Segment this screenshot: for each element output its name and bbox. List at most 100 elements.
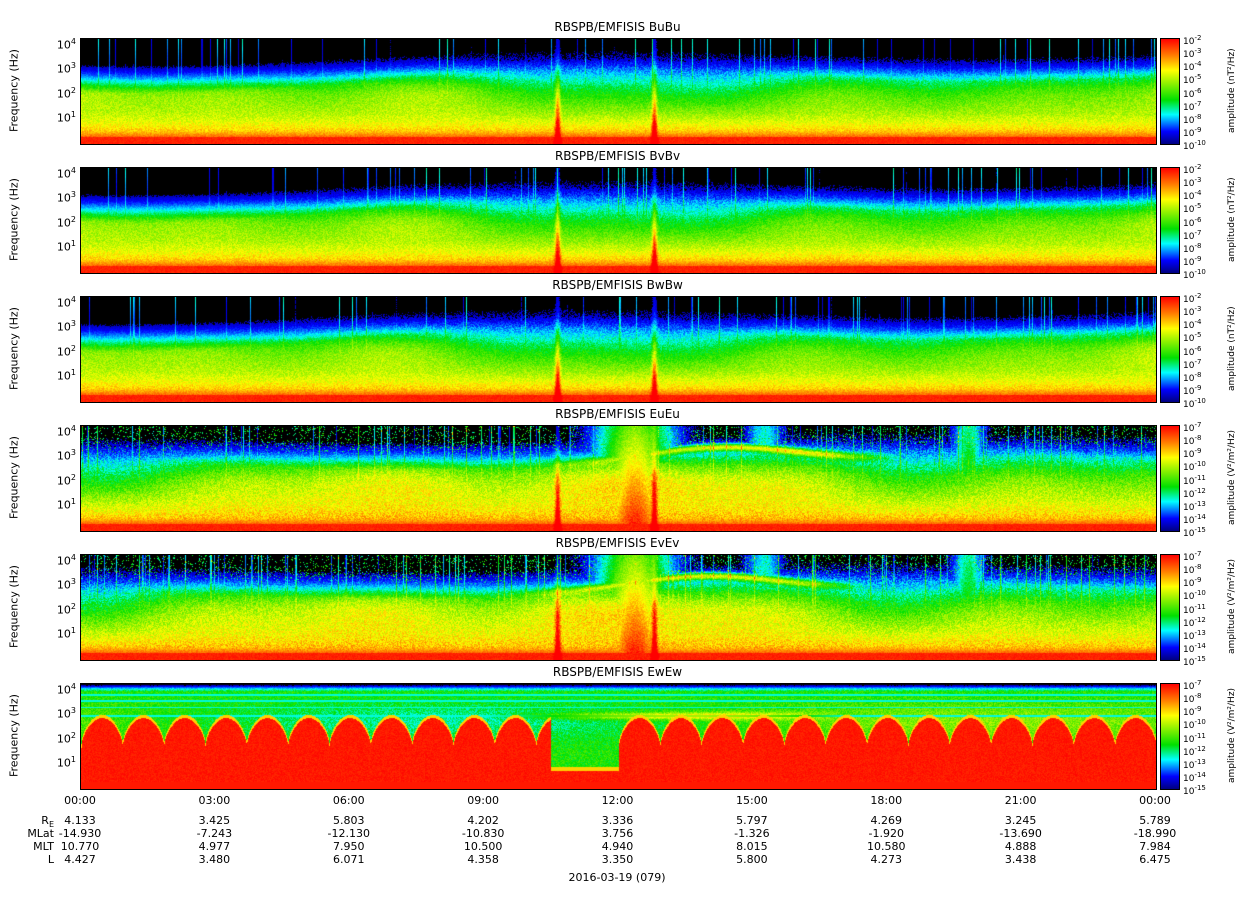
ephemeris-value: 3.756: [601, 827, 634, 840]
ephemeris-value: 8.015: [736, 840, 768, 853]
tick-exp: -8: [1194, 242, 1202, 250]
freq-tick-label: 103: [34, 446, 76, 463]
tick-base: 10: [1183, 553, 1195, 563]
colorbar-tick-label: 10-8: [1183, 433, 1219, 447]
tick-base: 10: [1183, 308, 1195, 318]
ephemeris-value: -14.930: [58, 827, 102, 840]
freq-axis-label: Frequency (Hz): [7, 307, 21, 390]
colorbar-tick-label: 10-10: [1183, 717, 1219, 731]
tick-exp: -10: [1194, 589, 1206, 597]
tick-exp: -7: [1194, 229, 1202, 237]
tick-base: 10: [56, 554, 71, 568]
tick-exp: -8: [1194, 434, 1202, 442]
tick-base: 10: [1183, 721, 1195, 731]
colorbar-tick-label: 10-12: [1183, 615, 1219, 629]
ephemeris-row-label: L: [0, 853, 54, 868]
time-tick-label: 21:00: [1004, 794, 1037, 807]
tick-exp: -15: [1194, 784, 1206, 792]
tick-exp: 3: [70, 448, 76, 457]
tick-exp: -7: [1194, 358, 1202, 366]
colorbar-tick-label: 10-8: [1183, 562, 1219, 576]
tick-exp: 2: [70, 344, 76, 353]
tick-base: 10: [1183, 295, 1195, 305]
freq-tick-label: 101: [34, 624, 76, 641]
tick-base: 10: [56, 425, 71, 439]
freq-tick-label: 103: [34, 317, 76, 334]
tick-exp: -8: [1194, 563, 1202, 571]
tick-base: 10: [56, 627, 71, 641]
colorbar-tick-label: 10-3: [1183, 175, 1219, 189]
colorbar-tick-label: 10-14: [1183, 641, 1219, 655]
tick-base: 10: [56, 369, 71, 383]
ephemeris-value: 10.770: [60, 840, 100, 853]
tick-base: 10: [1183, 37, 1195, 47]
colorbar-tick-label: 10-7: [1183, 420, 1219, 434]
tick-exp: 4: [70, 682, 76, 691]
freq-tick-label: 101: [34, 366, 76, 383]
tick-exp: -7: [1194, 421, 1202, 429]
ephemeris-row-label-text: L: [47, 853, 54, 866]
freq-tick-label: 104: [34, 680, 76, 697]
ephemeris-row-label: MLat: [0, 827, 54, 842]
time-tick-label: 00:00: [1139, 794, 1171, 807]
ephemeris-value: 4.202: [467, 814, 499, 827]
tick-base: 10: [1183, 258, 1195, 268]
colorbar-tick-label: 10-2: [1183, 291, 1219, 305]
tick-base: 10: [1183, 787, 1195, 797]
tick-exp: 2: [70, 86, 76, 95]
tick-exp: -3: [1194, 305, 1202, 313]
tick-exp: -10: [1194, 397, 1206, 405]
colorbar-tick-label: 10-11: [1183, 473, 1219, 487]
tick-base: 10: [1183, 219, 1195, 229]
ephemeris-value: 3.336: [601, 814, 634, 827]
colorbar-tick-label: 10-3: [1183, 304, 1219, 318]
freq-tick-label: 103: [34, 59, 76, 76]
colorbar-tick-label: 10-9: [1183, 704, 1219, 718]
tick-base: 10: [1183, 774, 1195, 784]
tick-base: 10: [1183, 645, 1195, 655]
tick-exp: -5: [1194, 331, 1202, 339]
colorbar-tick-label: 10-10: [1183, 396, 1219, 410]
tick-base: 10: [1183, 361, 1195, 371]
tick-base: 10: [1183, 76, 1195, 86]
panel-title: RBSPB/EMFISIS BuBu: [554, 20, 681, 34]
tick-exp: -8: [1194, 692, 1202, 700]
ephemeris-value: 3.438: [1004, 853, 1037, 866]
colorbar-tick-label: 10-5: [1183, 330, 1219, 344]
tick-base: 10: [1183, 116, 1195, 126]
tick-base: 10: [1183, 271, 1195, 281]
colorbar: [1160, 167, 1180, 274]
tick-exp: -8: [1194, 113, 1202, 121]
tick-base: 10: [56, 603, 71, 617]
panel-title: RBSPB/EMFISIS EvEv: [555, 536, 680, 550]
tick-base: 10: [1183, 334, 1195, 344]
time-tick-label: 00:00: [64, 794, 96, 807]
tick-base: 10: [1183, 424, 1195, 434]
tick-exp: 1: [70, 626, 76, 635]
tick-base: 10: [1183, 735, 1195, 745]
colorbar-tick-label: 10-11: [1183, 602, 1219, 616]
tick-base: 10: [1183, 166, 1195, 176]
colorbar-tick-label: 10-3: [1183, 46, 1219, 60]
tick-base: 10: [1183, 437, 1195, 447]
tick-base: 10: [1183, 748, 1195, 758]
colorbar-unit-label: amplitude (V²/m²/Hz): [1227, 558, 1237, 655]
colorbar-tick-label: 10-7: [1183, 99, 1219, 113]
time-tick-label: 18:00: [870, 794, 903, 807]
tick-exp: -6: [1194, 345, 1202, 353]
ephemeris-value: 7.950: [333, 840, 365, 853]
time-tick-label: 15:00: [736, 794, 768, 807]
colorbar-tick-label: 10-10: [1183, 588, 1219, 602]
tick-exp: -13: [1194, 758, 1206, 766]
freq-tick-label: 102: [34, 600, 76, 617]
tick-exp: -10: [1194, 718, 1206, 726]
tick-base: 10: [56, 38, 71, 52]
tick-exp: 3: [70, 61, 76, 70]
panel-title: RBSPB/EMFISIS BvBv: [554, 149, 681, 163]
colorbar-tick-label: 10-13: [1183, 628, 1219, 642]
tick-exp: -4: [1194, 318, 1202, 326]
colorbar-tick-label: 10-9: [1183, 383, 1219, 397]
tick-exp: -6: [1194, 87, 1202, 95]
spectrogram-canvas: [80, 38, 1157, 145]
freq-tick-label: 104: [34, 35, 76, 52]
